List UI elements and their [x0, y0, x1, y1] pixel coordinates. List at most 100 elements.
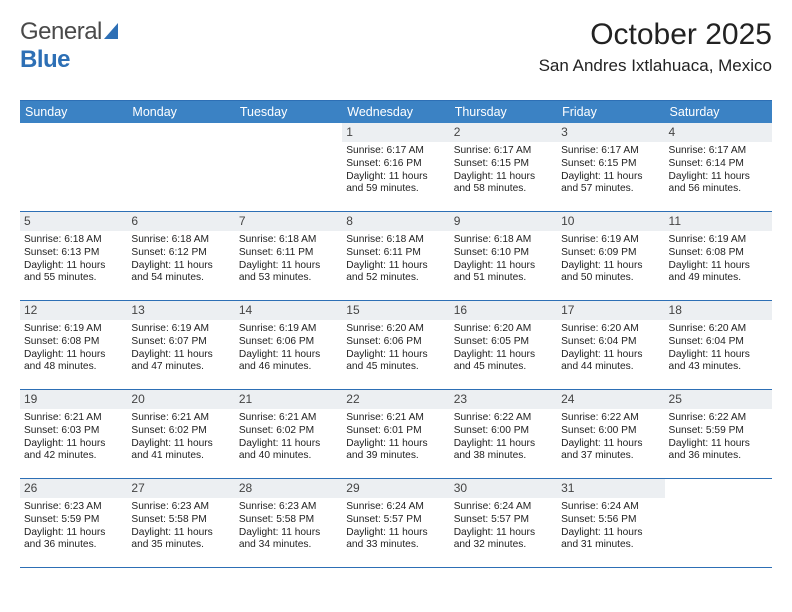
- daylight-line: Daylight: 11 hours and 47 minutes.: [131, 349, 230, 375]
- calendar: SundayMondayTuesdayWednesdayThursdayFrid…: [20, 100, 772, 568]
- weeks-container: 1Sunrise: 6:17 AMSunset: 6:16 PMDaylight…: [20, 123, 772, 568]
- day-cell: 20Sunrise: 6:21 AMSunset: 6:02 PMDayligh…: [127, 390, 234, 478]
- day-cell: 1 Sunrise: 6:17 AMSunset: 6:16 PMDaylight…: [342, 123, 449, 211]
- day-number: 17: [557, 301, 664, 320]
- day-cell: 2Sunrise: 6:17 AMSunset: 6:15 PMDaylight…: [450, 123, 557, 211]
- sunrise-line: Sunrise: 6:18 AM: [24, 234, 123, 247]
- sunrise-line: Sunrise: 6:24 AM: [454, 501, 553, 514]
- day-number: 1: [342, 123, 449, 142]
- day-cell: 23Sunrise: 6:22 AMSunset: 6:00 PMDayligh…: [450, 390, 557, 478]
- sunset-line: Sunset: 6:00 PM: [454, 425, 553, 438]
- sunrise-line: Sunrise: 6:20 AM: [454, 323, 553, 336]
- day-of-week-header: Saturday: [665, 101, 772, 123]
- sunset-line: Sunset: 6:13 PM: [24, 247, 123, 260]
- sunrise-line: Sunrise: 6:23 AM: [131, 501, 230, 514]
- sunset-line: Sunset: 5:58 PM: [239, 514, 338, 527]
- day-number: 29: [342, 479, 449, 498]
- day-cell: 31Sunrise: 6:24 AMSunset: 5:56 PMDayligh…: [557, 479, 664, 567]
- sunset-line: Sunset: 5:57 PM: [346, 514, 445, 527]
- sunset-line: Sunset: 6:08 PM: [669, 247, 768, 260]
- daylight-line: Daylight: 11 hours and 40 minutes.: [239, 438, 338, 464]
- daylight-line: Daylight: 11 hours and 36 minutes.: [24, 527, 123, 553]
- sunrise-line: Sunrise: 6:23 AM: [239, 501, 338, 514]
- day-cell: 6Sunrise: 6:18 AMSunset: 6:12 PMDaylight…: [127, 212, 234, 300]
- sunrise-line: Sunrise: 6:17 AM: [346, 145, 445, 158]
- day-number: 14: [235, 301, 342, 320]
- daylight-line: Daylight: 11 hours and 46 minutes.: [239, 349, 338, 375]
- day-of-week-header-row: SundayMondayTuesdayWednesdayThursdayFrid…: [20, 101, 772, 123]
- location-subtitle: San Andres Ixtlahuaca, Mexico: [539, 56, 772, 76]
- sunset-line: Sunset: 5:56 PM: [561, 514, 660, 527]
- header: General Blue October 2025 San Andres Ixt…: [20, 18, 772, 86]
- sunset-line: Sunset: 6:03 PM: [24, 425, 123, 438]
- daylight-line: Daylight: 11 hours and 41 minutes.: [131, 438, 230, 464]
- sunrise-line: Sunrise: 6:19 AM: [561, 234, 660, 247]
- day-cell: 22Sunrise: 6:21 AMSunset: 6:01 PMDayligh…: [342, 390, 449, 478]
- sunset-line: Sunset: 6:16 PM: [346, 158, 445, 171]
- sunset-line: Sunset: 6:02 PM: [131, 425, 230, 438]
- day-number: 9: [450, 212, 557, 231]
- daylight-line: Daylight: 11 hours and 37 minutes.: [561, 438, 660, 464]
- day-number: 27: [127, 479, 234, 498]
- daylight-line: Daylight: 11 hours and 57 minutes.: [561, 171, 660, 197]
- day-cell: 30Sunrise: 6:24 AMSunset: 5:57 PMDayligh…: [450, 479, 557, 567]
- sunset-line: Sunset: 6:12 PM: [131, 247, 230, 260]
- day-cell: 13Sunrise: 6:19 AMSunset: 6:07 PMDayligh…: [127, 301, 234, 389]
- sunrise-line: Sunrise: 6:21 AM: [346, 412, 445, 425]
- day-cell: 10Sunrise: 6:19 AMSunset: 6:09 PMDayligh…: [557, 212, 664, 300]
- day-number: 12: [20, 301, 127, 320]
- sunrise-line: Sunrise: 6:17 AM: [669, 145, 768, 158]
- daylight-line: Daylight: 11 hours and 55 minutes.: [24, 260, 123, 286]
- day-number: 5: [20, 212, 127, 231]
- logo-text: General Blue: [20, 18, 118, 74]
- daylight-line: Daylight: 11 hours and 33 minutes.: [346, 527, 445, 553]
- logo-mark-icon: [104, 23, 118, 39]
- day-number: 21: [235, 390, 342, 409]
- day-of-week-header: Tuesday: [235, 101, 342, 123]
- sunset-line: Sunset: 6:05 PM: [454, 336, 553, 349]
- sunrise-line: Sunrise: 6:19 AM: [669, 234, 768, 247]
- day-number: 2: [450, 123, 557, 142]
- daylight-line: Daylight: 11 hours and 36 minutes.: [669, 438, 768, 464]
- day-number: 20: [127, 390, 234, 409]
- sunrise-line: Sunrise: 6:19 AM: [131, 323, 230, 336]
- day-cell-empty: [20, 123, 127, 211]
- day-of-week-header: Monday: [127, 101, 234, 123]
- day-number: 26: [20, 479, 127, 498]
- sunrise-line: Sunrise: 6:22 AM: [561, 412, 660, 425]
- day-cell: 14 Sunrise: 6:19 AMSunset: 6:06 PMDayligh…: [235, 301, 342, 389]
- day-cell: 16Sunrise: 6:20 AMSunset: 6:05 PMDayligh…: [450, 301, 557, 389]
- day-cell: 29Sunrise: 6:24 AMSunset: 5:57 PMDayligh…: [342, 479, 449, 567]
- day-number: 19: [20, 390, 127, 409]
- day-number: 6: [127, 212, 234, 231]
- sunset-line: Sunset: 6:11 PM: [239, 247, 338, 260]
- sunrise-line: Sunrise: 6:18 AM: [239, 234, 338, 247]
- day-cell: 7Sunrise: 6:18 AMSunset: 6:11 PMDaylight…: [235, 212, 342, 300]
- daylight-line: Daylight: 11 hours and 56 minutes.: [669, 171, 768, 197]
- day-cell: 3Sunrise: 6:17 AMSunset: 6:15 PMDaylight…: [557, 123, 664, 211]
- title-block: October 2025 San Andres Ixtlahuaca, Mexi…: [539, 18, 772, 76]
- day-cell-empty: [235, 123, 342, 211]
- sunset-line: Sunset: 6:06 PM: [239, 336, 338, 349]
- day-cell: 9Sunrise: 6:18 AMSunset: 6:10 PMDaylight…: [450, 212, 557, 300]
- day-cell: 4Sunrise: 6:17 AMSunset: 6:14 PMDaylight…: [665, 123, 772, 211]
- day-number: 31: [557, 479, 664, 498]
- logo: General Blue: [20, 18, 118, 74]
- sunrise-line: Sunrise: 6:19 AM: [239, 323, 338, 336]
- day-cell-empty: [665, 479, 772, 567]
- day-cell: 28Sunrise: 6:23 AMSunset: 5:58 PMDayligh…: [235, 479, 342, 567]
- day-cell: 25Sunrise: 6:22 AMSunset: 5:59 PMDayligh…: [665, 390, 772, 478]
- day-of-week-header: Sunday: [20, 101, 127, 123]
- logo-text-1: General: [20, 18, 102, 45]
- daylight-line: Daylight: 11 hours and 42 minutes.: [24, 438, 123, 464]
- daylight-line: Daylight: 11 hours and 59 minutes.: [346, 171, 445, 197]
- sunset-line: Sunset: 6:04 PM: [561, 336, 660, 349]
- day-of-week-header: Friday: [557, 101, 664, 123]
- day-number: 4: [665, 123, 772, 142]
- sunrise-line: Sunrise: 6:22 AM: [454, 412, 553, 425]
- daylight-line: Daylight: 11 hours and 35 minutes.: [131, 527, 230, 553]
- daylight-line: Daylight: 11 hours and 51 minutes.: [454, 260, 553, 286]
- sunset-line: Sunset: 6:11 PM: [346, 247, 445, 260]
- daylight-line: Daylight: 11 hours and 38 minutes.: [454, 438, 553, 464]
- day-cell: 12Sunrise: 6:19 AMSunset: 6:08 PMDayligh…: [20, 301, 127, 389]
